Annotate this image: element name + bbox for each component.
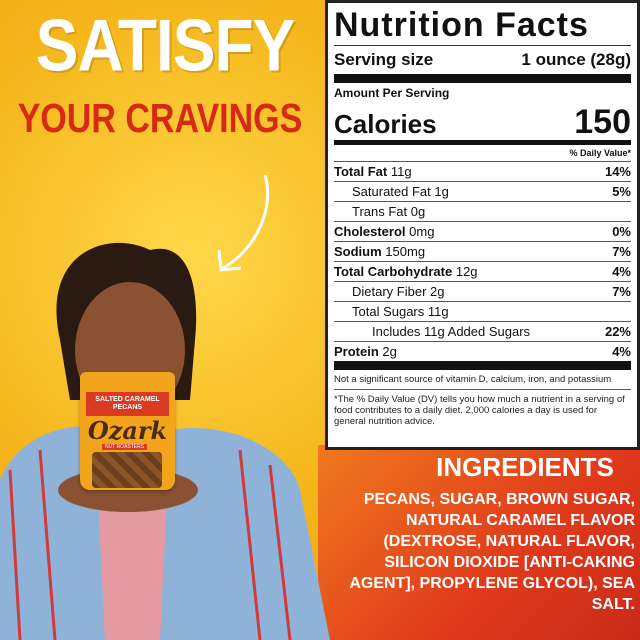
nutrient-amount: 11g — [427, 304, 449, 319]
nutrient-row: Total Fat 11g 14% — [334, 161, 631, 181]
nutrient-label: Protein 2g — [334, 342, 397, 361]
nutrient-amount: 12g — [455, 264, 478, 279]
nutrient-name: Trans Fat — [352, 204, 408, 219]
nutrition-facts-panel: Nutrition Facts Serving size 1 ounce (28… — [325, 0, 640, 450]
nutrient-name: Includes 11g Added Sugars — [372, 324, 531, 339]
vitamin-note: Not a significant source of vitamin D, c… — [334, 361, 631, 389]
nutrient-row: Protein 2g 4% — [334, 341, 631, 361]
product-bag: SALTED CARAMEL PECANS Ozark NUT ROASTERS — [80, 372, 175, 490]
dv-header: % Daily Value* — [334, 140, 631, 161]
ingredients-background — [318, 445, 640, 640]
nutrient-label: Total Sugars 11g — [334, 302, 449, 321]
ingredients-title: INGREDIENTS — [436, 452, 614, 482]
nutrient-label: Sodium 150mg — [334, 242, 425, 261]
nutrient-row: Trans Fat 0g — [334, 201, 631, 221]
nutrient-amount: 0g — [410, 204, 426, 219]
ingredients-text: PECANS, SUGAR, BROWN SUGAR, NATURAL CARA… — [349, 491, 635, 613]
nutrient-name: Total Sugars — [352, 304, 425, 319]
nutrient-label: Total Carbohydrate 12g — [334, 262, 478, 281]
nutrient-dv: 7% — [612, 284, 631, 299]
product-brand: Ozark — [87, 416, 168, 445]
pecans-window — [92, 452, 162, 488]
nutrient-dv: 4% — [612, 344, 631, 359]
nutrient-row: Total Sugars 11g — [334, 301, 631, 321]
nutrient-dv: 7% — [612, 244, 631, 259]
nutrient-amount: 150mg — [385, 244, 426, 259]
serving-value: 1 ounce (28g) — [521, 50, 631, 69]
nutrient-name: Total Fat — [334, 164, 388, 179]
nutrient-dv: 14% — [604, 164, 631, 179]
serving-label: Serving size — [334, 50, 434, 69]
nutrient-name: Saturated Fat — [352, 184, 431, 199]
calories-label: Calories — [334, 109, 437, 139]
nutrient-name: Cholesterol — [334, 224, 406, 239]
nutrient-amount: 1g — [434, 184, 449, 199]
nutrient-name: Dietary Fiber — [352, 284, 427, 299]
nutrient-label: Saturated Fat 1g — [334, 182, 449, 201]
serving-size: Serving size 1 ounce (28g) — [334, 45, 631, 74]
headline-cravings: YOUR CRAVINGS — [17, 96, 303, 142]
calories-row: Calories 150 — [334, 100, 631, 140]
nutrient-amount: 2g — [382, 344, 397, 359]
nutrient-label: Total Fat 11g — [334, 162, 412, 181]
nutrient-amount: 11g — [390, 164, 412, 179]
nutrient-row: Total Carbohydrate 12g 4% — [334, 261, 631, 281]
headline-satisfy: SATISFY — [35, 3, 296, 87]
nutrient-row: Dietary Fiber 2g 7% — [334, 281, 631, 301]
nutrient-name: Total Carbohydrate — [334, 264, 453, 279]
nutrient-row: Includes 11g Added Sugars 22% — [334, 321, 631, 341]
nutrient-name: Sodium — [334, 244, 382, 259]
nutrient-dv: 22% — [604, 324, 631, 339]
product-tag: NUT ROASTERS — [102, 444, 148, 450]
nutrient-label: Trans Fat 0g — [334, 202, 425, 221]
nutrient-amount: 2g — [430, 284, 445, 299]
ingredients-section: INGREDIENTS PECANS, SUGAR, BROWN SUGAR, … — [325, 452, 635, 615]
nutrient-label: Cholesterol 0mg — [334, 222, 434, 241]
arrow-icon — [217, 174, 270, 272]
product-flavor: SALTED CARAMEL PECANS — [86, 392, 169, 416]
dv-footnote: *The % Daily Value (DV) tells you how mu… — [334, 389, 631, 431]
nutrient-dv: 0% — [612, 224, 631, 239]
nutrient-row: Saturated Fat 1g 5% — [334, 181, 631, 201]
nutrient-dv: 4% — [612, 264, 631, 279]
calories-value: 150 — [574, 103, 631, 141]
nutrient-amount: 0mg — [409, 224, 435, 239]
nutrient-dv: 5% — [612, 184, 631, 199]
nutrient-row: Sodium 150mg 7% — [334, 241, 631, 261]
amount-per-serving: Amount Per Serving — [334, 74, 631, 100]
nutrient-row: Cholesterol 0mg 0% — [334, 221, 631, 241]
nutrient-label: Dietary Fiber 2g — [334, 282, 445, 301]
nutrition-title: Nutrition Facts — [334, 6, 589, 44]
nutrient-name: Protein — [334, 344, 379, 359]
nutrient-label: Includes 11g Added Sugars — [334, 322, 530, 341]
